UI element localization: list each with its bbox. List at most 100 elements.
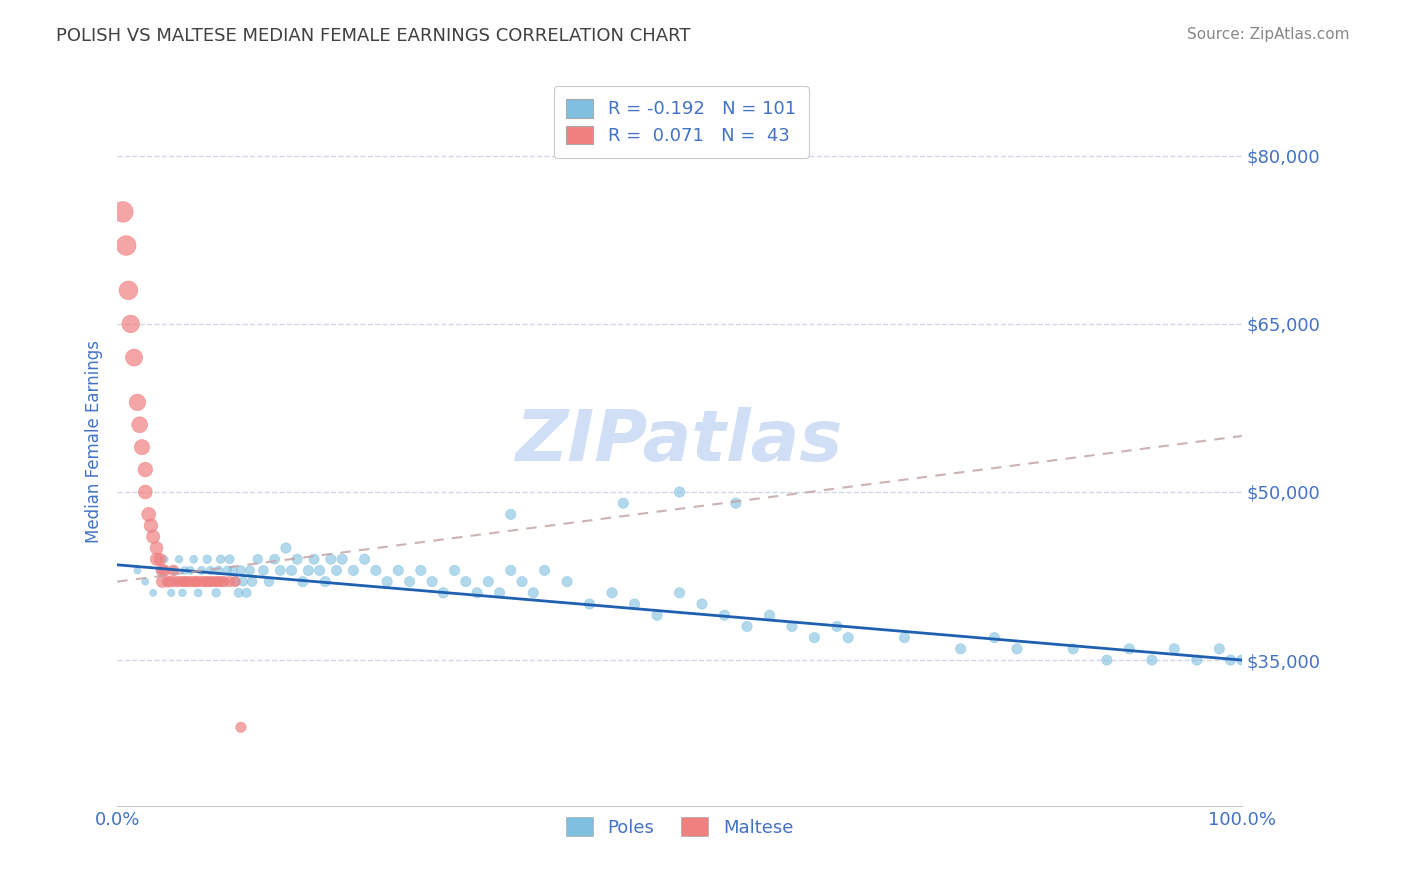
Y-axis label: Median Female Earnings: Median Female Earnings bbox=[86, 340, 103, 543]
Point bbox=[187, 586, 209, 600]
Point bbox=[443, 563, 465, 577]
Point bbox=[269, 563, 291, 577]
Point bbox=[162, 563, 184, 577]
Point bbox=[205, 586, 228, 600]
Point bbox=[297, 563, 319, 577]
Point bbox=[239, 563, 262, 577]
Point bbox=[274, 541, 297, 555]
Point bbox=[308, 563, 330, 577]
Point bbox=[1163, 641, 1185, 656]
Point bbox=[222, 563, 245, 577]
Point bbox=[111, 205, 134, 219]
Point bbox=[217, 563, 239, 577]
Point bbox=[499, 563, 522, 577]
Point bbox=[398, 574, 420, 589]
Point bbox=[131, 440, 153, 454]
Point bbox=[201, 574, 224, 589]
Point bbox=[212, 574, 235, 589]
Point bbox=[127, 395, 149, 409]
Point bbox=[1140, 653, 1163, 667]
Point bbox=[149, 563, 172, 577]
Point bbox=[387, 563, 409, 577]
Point bbox=[263, 552, 285, 566]
Point bbox=[364, 563, 387, 577]
Point bbox=[200, 563, 222, 577]
Point bbox=[183, 574, 205, 589]
Point bbox=[949, 641, 972, 656]
Point bbox=[600, 586, 623, 600]
Point bbox=[173, 563, 195, 577]
Point bbox=[555, 574, 578, 589]
Point bbox=[353, 552, 375, 566]
Point bbox=[194, 574, 217, 589]
Point bbox=[578, 597, 600, 611]
Point bbox=[240, 574, 263, 589]
Point bbox=[134, 462, 156, 476]
Point bbox=[145, 552, 167, 566]
Point bbox=[1208, 641, 1230, 656]
Point bbox=[184, 574, 207, 589]
Point bbox=[285, 552, 308, 566]
Point bbox=[179, 574, 201, 589]
Point bbox=[167, 552, 190, 566]
Point bbox=[207, 563, 229, 577]
Point bbox=[176, 574, 198, 589]
Point bbox=[342, 563, 364, 577]
Point bbox=[735, 619, 758, 633]
Point bbox=[120, 317, 142, 331]
Point bbox=[187, 574, 209, 589]
Point bbox=[183, 552, 205, 566]
Point bbox=[145, 541, 167, 555]
Text: Source: ZipAtlas.com: Source: ZipAtlas.com bbox=[1187, 27, 1350, 42]
Point bbox=[257, 574, 280, 589]
Point bbox=[291, 574, 314, 589]
Point bbox=[533, 563, 555, 577]
Point bbox=[229, 563, 252, 577]
Point bbox=[150, 563, 173, 577]
Point bbox=[209, 552, 232, 566]
Point bbox=[690, 597, 713, 611]
Point bbox=[420, 574, 443, 589]
Point bbox=[156, 574, 179, 589]
Point bbox=[1095, 653, 1118, 667]
Point bbox=[224, 574, 246, 589]
Point bbox=[645, 608, 668, 623]
Point bbox=[465, 586, 488, 600]
Point bbox=[229, 720, 252, 734]
Point bbox=[160, 574, 183, 589]
Point bbox=[172, 586, 194, 600]
Point bbox=[150, 574, 173, 589]
Point bbox=[235, 586, 257, 600]
Point bbox=[668, 586, 690, 600]
Point bbox=[218, 552, 240, 566]
Point bbox=[252, 563, 274, 577]
Point bbox=[134, 485, 156, 500]
Text: POLISH VS MALTESE MEDIAN FEMALE EARNINGS CORRELATION CHART: POLISH VS MALTESE MEDIAN FEMALE EARNINGS… bbox=[56, 27, 690, 45]
Point bbox=[190, 574, 212, 589]
Point bbox=[375, 574, 398, 589]
Point bbox=[510, 574, 533, 589]
Point bbox=[195, 574, 218, 589]
Point bbox=[127, 563, 149, 577]
Point bbox=[122, 351, 145, 365]
Point bbox=[167, 574, 190, 589]
Point bbox=[139, 518, 162, 533]
Point bbox=[115, 238, 138, 252]
Point bbox=[246, 552, 269, 566]
Point bbox=[190, 563, 212, 577]
Point bbox=[149, 552, 172, 566]
Point bbox=[156, 574, 179, 589]
Point bbox=[280, 563, 302, 577]
Point bbox=[195, 552, 218, 566]
Point bbox=[198, 574, 221, 589]
Point bbox=[314, 574, 336, 589]
Text: ZIPatlas: ZIPatlas bbox=[516, 407, 844, 476]
Point bbox=[780, 619, 803, 633]
Point bbox=[409, 563, 432, 577]
Point bbox=[488, 586, 510, 600]
Point bbox=[207, 574, 229, 589]
Point bbox=[194, 574, 217, 589]
Point bbox=[138, 508, 160, 522]
Point bbox=[713, 608, 735, 623]
Point bbox=[205, 574, 228, 589]
